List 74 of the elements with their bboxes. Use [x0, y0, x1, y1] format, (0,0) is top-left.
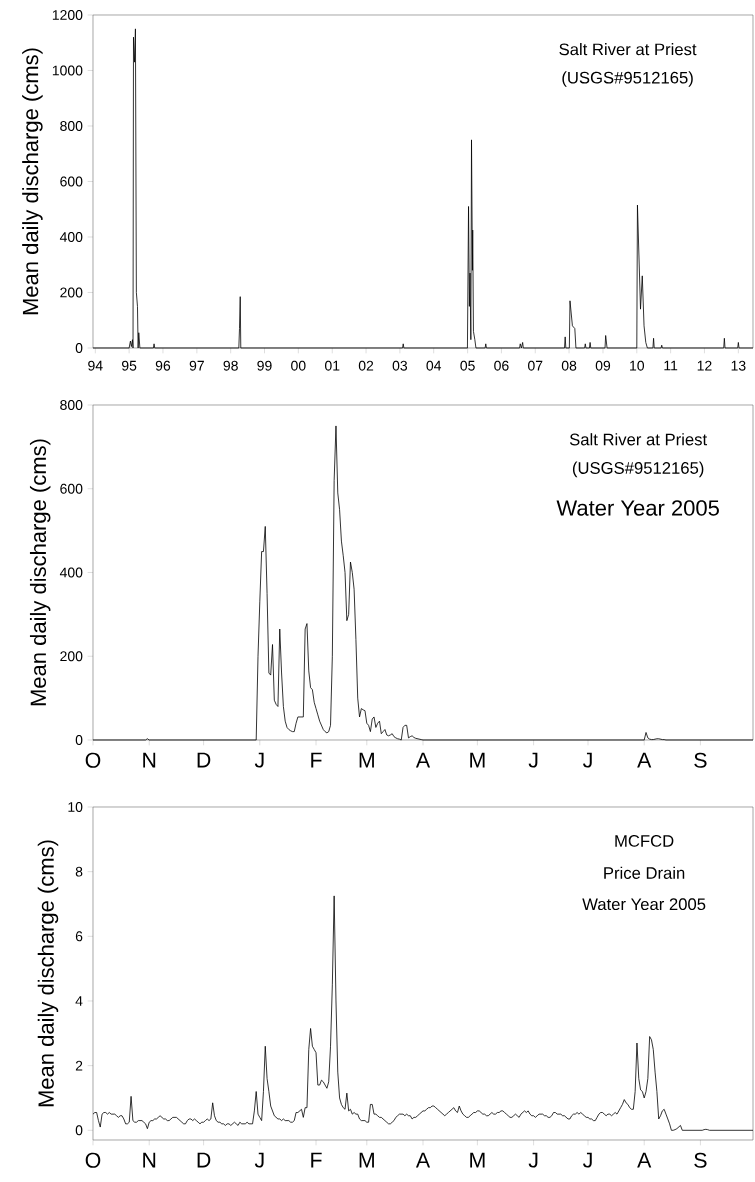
y-tick-label: 4 [75, 996, 83, 1006]
annotation: Water Year 2005 [556, 500, 719, 516]
x-tick-label: 04 [426, 360, 442, 371]
x-tick-label: 02 [358, 360, 374, 371]
x-tick-label: 98 [223, 360, 238, 371]
annotation: (USGS#9512165) [562, 71, 693, 87]
y-tick-label: 1200 [52, 10, 83, 20]
x-tick-label: 10 [630, 360, 645, 371]
x-tick-label: M [470, 752, 485, 768]
annotation: Salt River at Priest [559, 43, 697, 56]
x-tick-label: 13 [731, 360, 746, 371]
x-tick-label: O [85, 752, 101, 768]
y-tick-label: 200 [60, 287, 83, 298]
x-tick-label: 01 [325, 360, 340, 371]
x-tick-label: 11 [664, 360, 678, 371]
y-tick-label: 800 [60, 400, 83, 410]
y-tick-label: 2 [75, 1060, 83, 1071]
x-tick-label: S [694, 752, 707, 768]
x-tick-label: F [311, 752, 322, 768]
annotation: Salt River at Priest [569, 433, 708, 446]
x-tick-label: M [470, 1152, 485, 1168]
x-tick-label: 05 [460, 360, 475, 371]
x-tick-label: A [415, 1152, 431, 1168]
x-tick-label: A [415, 752, 431, 768]
x-tick-label: J [254, 1152, 264, 1168]
y-tick-label: 800 [60, 121, 83, 131]
y-axis-title: Mean daily discharge (cms) [37, 840, 59, 1107]
annotation: Water Year 2005 [582, 898, 706, 911]
annotation: (USGS#9512165) [572, 461, 704, 478]
y-tick-label: 600 [60, 483, 83, 494]
x-tick-label: D [197, 752, 211, 768]
x-tick-label: 95 [122, 360, 137, 371]
x-tick-label: M [359, 752, 374, 768]
line-series [92, 28, 754, 349]
x-tick-label: A [637, 752, 652, 768]
y-tick-label: 1000 [52, 65, 83, 76]
x-tick-label: J [528, 752, 538, 768]
y-tick-label: 400 [59, 232, 83, 242]
annotation: MCFCD [615, 835, 674, 847]
x-tick-label: 03 [392, 360, 408, 371]
y-tick-label: 8 [75, 866, 83, 877]
y-tick-label: 600 [60, 176, 83, 187]
x-tick-label: M [359, 1152, 374, 1168]
x-tick-label: 00 [291, 360, 306, 371]
x-tick-label: J [528, 1152, 538, 1168]
annotation: Price Drain [604, 866, 685, 879]
x-tick-label: 07 [528, 360, 543, 371]
x-tick-label: 97 [189, 360, 204, 371]
x-tick-label: 96 [155, 360, 171, 371]
y-tick-label: 0 [75, 735, 83, 745]
y-tick-label: 400 [59, 567, 83, 578]
x-tick-label: N [143, 1152, 156, 1168]
y-tick-label: 0 [75, 343, 83, 353]
y-tick-label: 6 [75, 931, 83, 942]
x-tick-label: O [85, 1152, 101, 1168]
x-tick-label: 12 [697, 360, 712, 371]
x-tick-label: 08 [561, 360, 577, 371]
x-tick-label: D [197, 1152, 211, 1168]
y-tick-label: 0 [75, 1125, 83, 1136]
x-tick-label: N [143, 752, 156, 768]
x-tick-label: J [583, 752, 592, 768]
x-tick-label: 09 [595, 360, 611, 371]
x-tick-label: S [694, 1152, 707, 1168]
y-axis-title: Mean daily discharge (cms) [22, 48, 43, 315]
x-tick-label: A [637, 1152, 652, 1168]
x-tick-label: J [583, 1152, 592, 1168]
x-tick-label: 94 [88, 360, 103, 371]
x-tick-label: 99 [257, 360, 272, 371]
x-tick-label: 06 [494, 360, 509, 371]
x-tick-label: J [254, 752, 264, 768]
y-tick-label: 10 [68, 802, 83, 812]
y-tick-label: 200 [60, 651, 83, 662]
x-tick-label: F [311, 1152, 322, 1168]
y-axis-title: Mean daily discharge (cms) [29, 439, 51, 706]
